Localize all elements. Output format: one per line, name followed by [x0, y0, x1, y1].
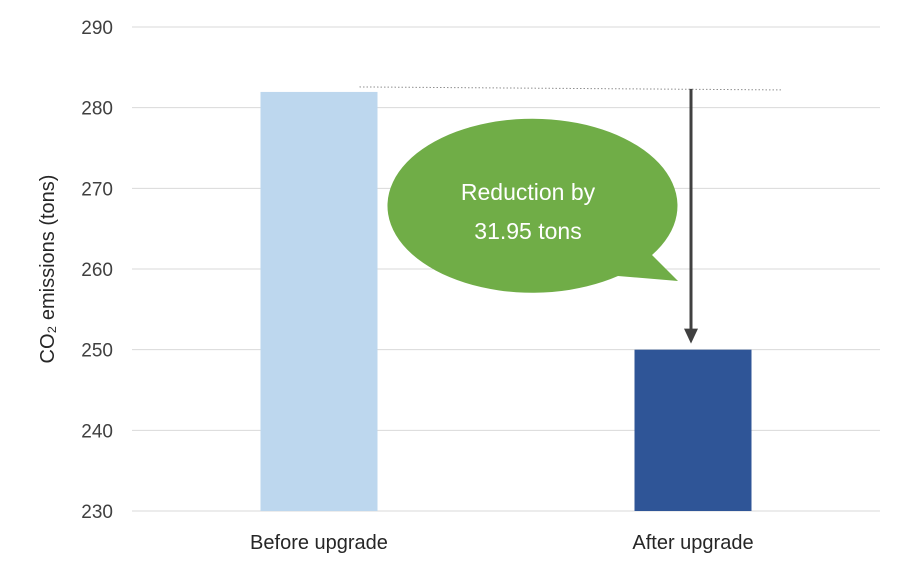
bar-after-upgrade [634, 349, 752, 511]
reduction-arrow-head [684, 328, 698, 344]
y-tick-label-270: 270 [81, 179, 113, 200]
y-axis-title: CO₂ emissions (tons) [37, 175, 59, 364]
callout-text-line-1: Reduction by [461, 179, 596, 205]
y-tick-label-230: 230 [81, 502, 113, 523]
y-tick-label-280: 280 [81, 99, 113, 120]
bars [260, 91, 752, 511]
y-tick-labels: 230 240 250 260 270 280 290 [81, 18, 113, 523]
y-tick-label-240: 240 [81, 421, 113, 442]
x-category-labels: Before upgrade After upgrade [250, 532, 754, 554]
callout-text-line-2: 31.95 tons [474, 218, 581, 244]
callout-bubble [387, 118, 678, 293]
bar-before-upgrade [260, 91, 378, 511]
x-category-label-1: After upgrade [632, 532, 753, 554]
x-category-label-0: Before upgrade [250, 532, 388, 554]
reduction-annotation: Reduction by 31.95 tons [359, 86, 782, 344]
reference-dotted-line [359, 86, 782, 91]
y-tick-label-290: 290 [81, 18, 113, 39]
y-tick-label-250: 250 [81, 341, 113, 362]
y-tick-label-260: 260 [81, 260, 113, 281]
